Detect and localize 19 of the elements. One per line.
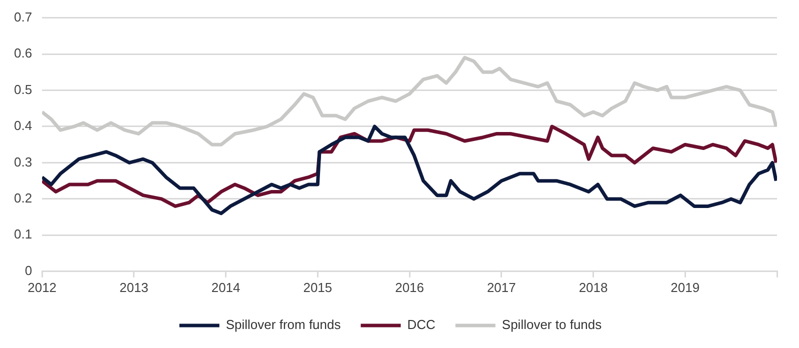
y-tick-label: 0.6 xyxy=(14,46,32,61)
y-tick-label: 0.1 xyxy=(14,226,32,242)
x-tick-label: 2012 xyxy=(28,280,57,295)
x-tick-label: 2014 xyxy=(211,280,240,295)
y-tick-label: 0 xyxy=(24,262,32,278)
y-tick-label: 0.2 xyxy=(14,190,32,206)
legend-label: DCC xyxy=(407,317,436,332)
legend-label: Spillover to funds xyxy=(502,317,602,332)
x-tick-label: 2018 xyxy=(578,280,608,295)
x-tick-label: 2017 xyxy=(486,280,516,295)
x-tick-label: 2019 xyxy=(670,280,700,295)
x-tick-label: 2013 xyxy=(119,280,148,295)
y-tick-label: 0.4 xyxy=(14,118,32,134)
y-tick-label: 0.5 xyxy=(14,82,32,97)
x-tick-label: 2016 xyxy=(395,280,424,295)
y-tick-label: 0.7 xyxy=(14,9,32,24)
x-tick-label: 2015 xyxy=(303,280,332,295)
y-tick-label: 0.3 xyxy=(14,154,32,170)
legend-label: Spillover from funds xyxy=(226,317,342,332)
